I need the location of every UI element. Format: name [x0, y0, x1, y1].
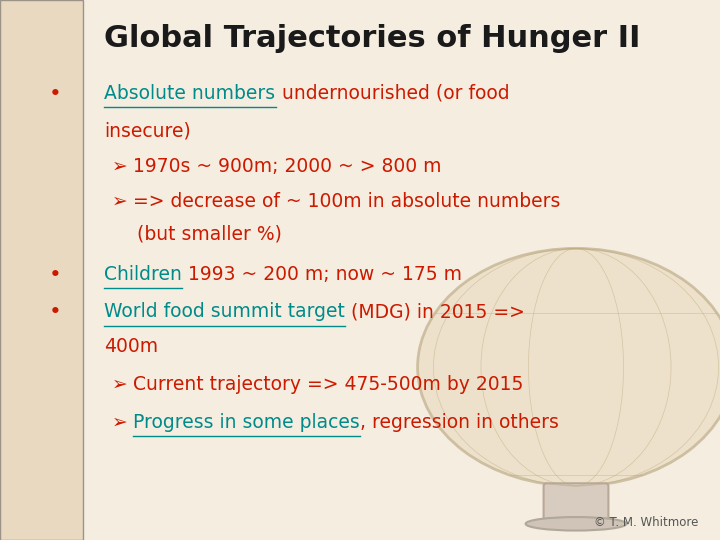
Circle shape: [418, 248, 720, 486]
Text: (MDG) in 2015 =>: (MDG) in 2015 =>: [346, 302, 525, 321]
Text: World food summit target: World food summit target: [104, 302, 346, 321]
Text: ➢: ➢: [112, 157, 133, 176]
Text: Children: Children: [104, 265, 182, 284]
Text: •: •: [48, 84, 61, 104]
Text: •: •: [48, 265, 61, 285]
Text: Global Trajectories of Hunger II: Global Trajectories of Hunger II: [104, 24, 641, 53]
Text: 1993 ~ 200 m; now ~ 175 m: 1993 ~ 200 m; now ~ 175 m: [182, 265, 462, 284]
FancyBboxPatch shape: [544, 483, 608, 526]
Text: (but smaller %): (but smaller %): [137, 224, 282, 243]
Text: © T. M. Whitmore: © T. M. Whitmore: [594, 516, 698, 529]
Text: , regression in others: , regression in others: [360, 413, 559, 432]
Text: ➢: ➢: [112, 192, 133, 211]
Text: 400m: 400m: [104, 338, 158, 356]
Text: ➢: ➢: [112, 375, 133, 394]
Text: •: •: [48, 302, 61, 322]
FancyBboxPatch shape: [0, 0, 83, 540]
Text: undernourished (or food: undernourished (or food: [276, 84, 509, 103]
Text: insecure): insecure): [104, 122, 191, 140]
Text: Absolute numbers: Absolute numbers: [104, 84, 276, 103]
Text: Current trajectory => 475-500m by 2015: Current trajectory => 475-500m by 2015: [133, 375, 523, 394]
Text: => decrease of ~ 100m in absolute numbers: => decrease of ~ 100m in absolute number…: [133, 192, 561, 211]
Text: ➢: ➢: [112, 413, 133, 432]
Ellipse shape: [526, 517, 626, 530]
Text: 1970s ~ 900m; 2000 ~ > 800 m: 1970s ~ 900m; 2000 ~ > 800 m: [133, 157, 442, 176]
Text: Progress in some places: Progress in some places: [133, 413, 360, 432]
